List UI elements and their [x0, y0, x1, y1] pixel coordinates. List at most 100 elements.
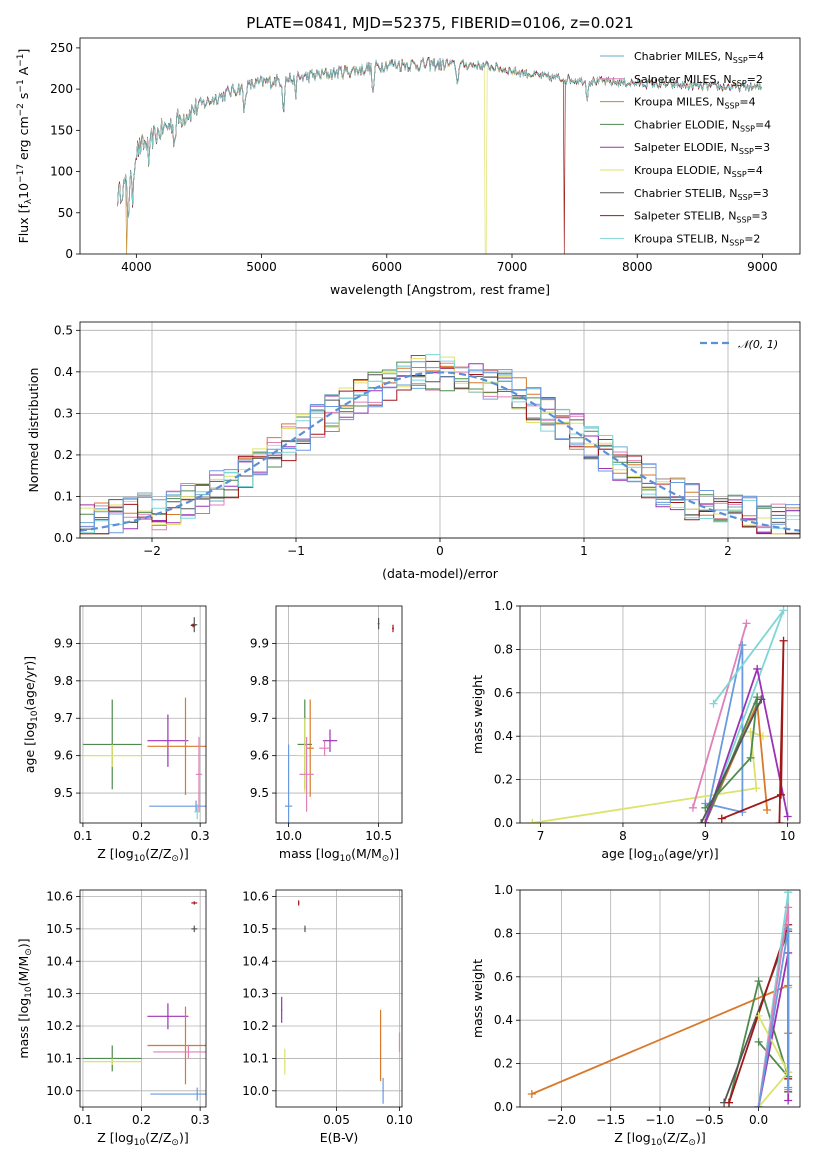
- errorbars: [82, 617, 206, 820]
- y-axis-label: age [log10(age/yr)]: [22, 656, 40, 773]
- x-tick-label: −2: [143, 544, 161, 558]
- x-axis-label: mass [log10(M/M⊙)]: [279, 846, 399, 864]
- x-tick-label: 10.5: [365, 829, 392, 843]
- errorbar-point: [191, 617, 198, 633]
- weight-marker: [754, 1037, 763, 1046]
- y-tick-label: 10.2: [242, 1019, 269, 1033]
- x-axis-label: (data-model)/error: [382, 566, 499, 581]
- x-tick-label: 0.1: [73, 829, 92, 843]
- x-tick-label: 10: [780, 829, 795, 843]
- weight-path: [532, 730, 764, 823]
- x-tick-label: 7: [537, 829, 545, 843]
- errorbar-point: [319, 740, 330, 756]
- weight-line: [754, 925, 793, 1107]
- x-tick-label: 7000: [497, 260, 528, 274]
- errorbar-point: [281, 996, 283, 1023]
- y-tick-label: 10.3: [46, 987, 73, 1001]
- weight-marker: [527, 1089, 536, 1098]
- legend-entry: Salpeter ELODIE, NSSP=3: [634, 141, 770, 156]
- weight-marker: [717, 814, 726, 823]
- y-tick-label: 0.5: [54, 323, 73, 337]
- chart-title: PLATE=0841, MJD=52375, FIBERID=0106, z=0…: [246, 14, 633, 32]
- axes-frame: [275, 889, 403, 1108]
- x-tick-label: 0.05: [323, 1113, 350, 1127]
- axes-frame: [519, 889, 801, 1108]
- y-tick-label: 9.5: [250, 786, 269, 800]
- errorbar-point: [191, 901, 198, 905]
- errorbar-point: [379, 1009, 382, 1082]
- y-tick-label: 9.8: [54, 674, 73, 688]
- weight-marker: [779, 606, 788, 615]
- x-axis-label: E(B-V): [320, 1130, 359, 1145]
- x-tick-label: −2.0: [547, 1113, 576, 1127]
- y-tick-label: 10.3: [242, 987, 269, 1001]
- axes-frame: [275, 605, 403, 824]
- errorbars: [82, 901, 206, 1101]
- weight-line: [697, 695, 766, 823]
- errorbar-point: [194, 804, 201, 820]
- y-tick-label: 100: [50, 165, 73, 179]
- y-tick-label: 10.1: [46, 1051, 73, 1065]
- x-axis-label: Z [log10(Z/Z⊙)]: [97, 846, 188, 864]
- x-axis-label: age [log10(age/yr)]: [601, 846, 718, 864]
- weight-marker: [753, 693, 762, 702]
- histogram-series: [80, 374, 800, 534]
- weight-marker: [784, 903, 793, 912]
- y-tick-label: 1.0: [494, 883, 513, 897]
- legend-entry: Kroupa MILES, NSSP=4: [634, 96, 756, 111]
- x-tick-label: 1: [580, 544, 588, 558]
- y-tick-label: 0.0: [494, 816, 513, 830]
- y-tick-label: 0: [65, 247, 73, 261]
- errorbar-point: [398, 1032, 401, 1052]
- errorbar-point: [190, 623, 196, 628]
- errorbar-point: [298, 900, 300, 906]
- x-tick-label: 8: [619, 829, 627, 843]
- legend-entry: Salpeter STELIB, NSSP=3: [634, 210, 768, 225]
- x-tick-label: 10.0: [275, 829, 302, 843]
- y-tick-label: 9.5: [54, 786, 73, 800]
- y-tick-label: 10.0: [46, 1084, 73, 1098]
- weight-marker: [746, 753, 755, 762]
- y-tick-label: 0.2: [494, 1057, 513, 1071]
- y-tick-label: 0.3: [54, 406, 73, 420]
- weight-path: [721, 640, 785, 823]
- weight-path: [704, 644, 744, 823]
- y-tick-label: 0.8: [494, 926, 513, 940]
- x-tick-label: 9000: [747, 260, 778, 274]
- weight-series: [527, 890, 793, 1107]
- legend-entry: 𝒩(0, 1): [738, 338, 778, 351]
- weight-line: [528, 727, 767, 823]
- weight-marker: [738, 641, 747, 650]
- errorbar-point: [382, 1077, 384, 1104]
- weight-marker: [777, 790, 786, 799]
- y-tick-label: 10.5: [46, 922, 73, 936]
- x-tick-label: 0.2: [132, 1113, 151, 1127]
- spectrum-panel: 4000 5000 6000 7000 8000 9000 0 50 100 150 200 250 P…: [16, 14, 801, 297]
- y-tick-label: 0.1: [54, 489, 73, 503]
- weight-marker: [784, 890, 793, 897]
- y-tick-label: 0.8: [494, 642, 513, 656]
- errorbar-point: [191, 925, 198, 933]
- age_vs_mass-panel: 10.0 10.5 9.5 9.6 9.7 9.8 9.9 mass [log10(M/M⊙)…: [250, 605, 403, 864]
- histogram-series: [80, 354, 800, 534]
- x-tick-label: 5000: [246, 260, 277, 274]
- weight_vs_Z-panel: −2.0 −1.5 −1.0 −0.5 0.0 0.0 0.2 0.4 0.6 0.8 1.0 Z […: [470, 883, 801, 1148]
- x-tick-label: 0.0: [749, 1113, 768, 1127]
- axes-frame: [79, 321, 801, 539]
- y-tick-label: 0.4: [494, 729, 513, 743]
- age_vs_Z-panel: 0.1 0.2 0.3 9.5 9.6 9.7 9.8 9.9 Z [log10(Z/Z⊙)] a…: [22, 605, 210, 864]
- x-tick-label: 0.3: [191, 829, 210, 843]
- x-tick-label: −0.5: [695, 1113, 724, 1127]
- weight-marker: [754, 1103, 763, 1107]
- y-tick-label: 10.4: [46, 954, 73, 968]
- errorbar-point: [82, 744, 142, 767]
- x-axis-label: Z [log10(Z/Z⊙)]: [614, 1130, 705, 1148]
- y-tick-label: 10.0: [242, 1084, 269, 1098]
- x-tick-label: −1: [287, 544, 305, 558]
- axes-frame: [79, 605, 207, 824]
- errorbar-point: [299, 736, 314, 812]
- weight-marker: [784, 1096, 793, 1105]
- errorbar-point: [284, 1048, 286, 1075]
- x-tick-label: 8000: [622, 260, 653, 274]
